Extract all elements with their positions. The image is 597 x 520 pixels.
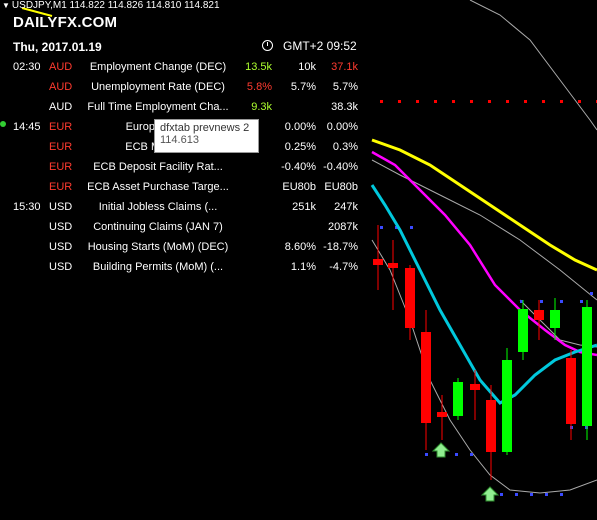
event-time: 02:30 xyxy=(13,61,41,73)
yellow-moving-average xyxy=(371,138,597,272)
event-previous: EU80b xyxy=(324,181,358,193)
event-time: 14:45 xyxy=(13,121,41,133)
event-currency: USD xyxy=(49,201,73,213)
event-forecast: EU80b xyxy=(282,181,316,193)
yellow-line-fragment xyxy=(21,7,53,17)
buy-arrow-icon xyxy=(480,486,500,502)
event-currency: USD xyxy=(49,241,73,253)
event-previous: -0.40% xyxy=(323,161,358,173)
candle xyxy=(373,225,383,290)
event-currency: EUR xyxy=(49,161,73,173)
event-previous: 37.1k xyxy=(331,61,358,73)
candle xyxy=(518,300,528,360)
event-name: Continuing Claims (JAN 7) xyxy=(93,221,223,233)
indicator-tooltip: dfxtab prevnews 2 114.613 xyxy=(154,119,259,153)
event-forecast: 251k xyxy=(292,201,316,213)
event-currency: AUD xyxy=(49,61,73,73)
event-forecast: 0.25% xyxy=(284,141,316,153)
candle xyxy=(582,300,592,440)
timezone-time: GMT+2 09:52 xyxy=(283,39,357,53)
event-name: Initial Jobless Claims (... xyxy=(98,201,218,213)
clock: GMT+2 09:52 xyxy=(262,39,357,53)
event-currency: USD xyxy=(49,261,73,273)
event-forecast: 1.1% xyxy=(290,261,316,273)
event-name: Building Permits (MoM) (... xyxy=(92,261,224,273)
calendar-date: Thu, 2017.01.19 xyxy=(13,40,102,54)
symbol-label: USDJPY,M1 xyxy=(11,0,67,11)
candle xyxy=(388,240,398,310)
event-time: 15:30 xyxy=(13,201,41,213)
collapse-arrow-icon[interactable]: ▼ xyxy=(2,1,10,10)
event-currency: EUR xyxy=(49,181,73,193)
red-dotted-line xyxy=(380,100,597,103)
event-currency: AUD xyxy=(49,101,73,113)
magenta-moving-average xyxy=(371,150,597,357)
calendar-row[interactable]: EUR ECB Asset Purchase Targe... EU80b EU80b xyxy=(0,181,370,201)
calendar-row[interactable]: AUD Unemployment Rate (DEC) 5.8% 5.7% 5.7% xyxy=(0,81,370,101)
dailyfx-logo: DAILYFX.COM xyxy=(13,14,118,31)
event-forecast: 10k xyxy=(298,61,316,73)
candle xyxy=(470,370,480,420)
event-previous: -4.7% xyxy=(329,261,358,273)
candle xyxy=(405,265,415,340)
candle xyxy=(502,348,512,455)
calendar-row[interactable]: 02:30 AUD Employment Change (DEC) 13.5k 10k 3… xyxy=(0,61,370,81)
cyan-moving-average xyxy=(370,184,597,405)
event-previous: 2087k xyxy=(328,221,358,233)
candle xyxy=(421,310,431,450)
clock-icon xyxy=(262,40,273,51)
candle xyxy=(486,385,496,480)
event-actual: 9.3k xyxy=(251,101,272,113)
event-forecast: 8.60% xyxy=(284,241,316,253)
event-name: Full Time Employment Cha... xyxy=(87,101,229,113)
event-forecast: -0.40% xyxy=(281,161,316,173)
candle xyxy=(566,350,576,440)
event-forecast: 5.7% xyxy=(290,81,316,93)
event-previous: 0.3% xyxy=(332,141,358,153)
event-previous: 5.7% xyxy=(332,81,358,93)
symbol-info: ▼ USDJPY,M1 114.822 114.826 114.810 114.8… xyxy=(2,0,220,11)
symbol-prices: 114.822 114.826 114.810 114.821 xyxy=(69,0,220,11)
event-name: Housing Starts (MoM) (DEC) xyxy=(87,241,229,253)
candle xyxy=(437,395,447,440)
calendar-row[interactable]: EUR ECB Deposit Facility Rat... -0.40% -0.4… xyxy=(0,161,370,181)
event-actual: 5.8% xyxy=(246,81,272,93)
event-previous: 0.00% xyxy=(326,121,358,133)
mid-band-line xyxy=(371,159,597,301)
event-previous: -18.7% xyxy=(323,241,358,253)
event-forecast: 0.00% xyxy=(284,121,316,133)
event-previous: 247k xyxy=(334,201,358,213)
event-currency: EUR xyxy=(49,141,73,153)
live-indicator-icon xyxy=(0,121,6,127)
event-currency: USD xyxy=(49,221,73,233)
candle xyxy=(534,300,544,340)
event-currency: EUR xyxy=(49,121,73,133)
upper-band-line xyxy=(469,0,597,131)
calendar-row[interactable]: USD Continuing Claims (JAN 7) 2087k xyxy=(0,221,370,241)
calendar-row[interactable]: 15:30 USD Initial Jobless Claims (... 251k 2… xyxy=(0,201,370,221)
event-currency: AUD xyxy=(49,81,73,93)
buy-arrow-icon xyxy=(431,442,451,458)
event-name: ECB Deposit Facility Rat... xyxy=(93,161,223,173)
calendar-row[interactable]: AUD Full Time Employment Cha... 9.3k 38.3k xyxy=(0,101,370,121)
event-actual: 13.5k xyxy=(245,61,272,73)
tooltip-value: 114.613 xyxy=(160,134,199,146)
blue-dotted-line xyxy=(380,226,593,496)
lower-band-line xyxy=(371,239,597,494)
candle xyxy=(550,298,560,340)
event-previous: 38.3k xyxy=(331,101,358,113)
tooltip-name: dfxtab prevnews 2 xyxy=(160,122,250,134)
calendar-row[interactable]: USD Housing Starts (MoM) (DEC) 8.60% -18.7% xyxy=(0,241,370,261)
calendar-row[interactable]: USD Building Permits (MoM) (... 1.1% -4.7% xyxy=(0,261,370,281)
event-name: Unemployment Rate (DEC) xyxy=(91,81,225,93)
event-name: Employment Change (DEC) xyxy=(89,61,227,73)
event-name: ECB Asset Purchase Targe... xyxy=(87,181,229,193)
candlestick-series xyxy=(373,225,592,480)
candle xyxy=(453,378,463,420)
